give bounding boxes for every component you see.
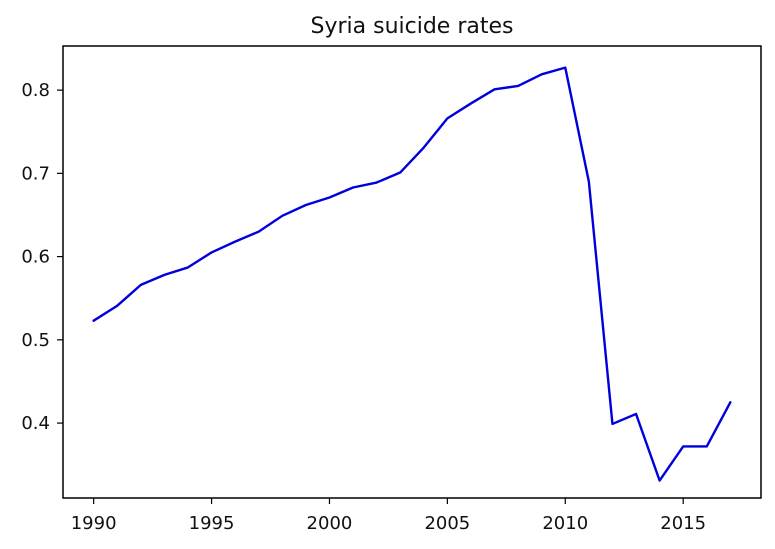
- series-layer: [94, 68, 731, 481]
- x-tick-label: 1990: [71, 513, 117, 534]
- x-axis: 1990 1995 2000 2005 2010 2015: [71, 498, 706, 534]
- y-tick-label: 0.8: [21, 80, 50, 101]
- y-tick-label: 0.7: [21, 163, 50, 184]
- x-tick-label: 2010: [542, 513, 588, 534]
- x-tick-label: 2015: [660, 513, 706, 534]
- y-tick-label: 0.5: [21, 330, 50, 351]
- x-tick-label: 1995: [189, 513, 235, 534]
- x-tick-label: 2000: [307, 513, 353, 534]
- y-tick-label: 0.6: [21, 247, 50, 268]
- chart-title: Syria suicide rates: [311, 14, 514, 39]
- y-tick-label: 0.4: [21, 413, 50, 434]
- series-line-syria: [94, 68, 731, 481]
- x-tick-label: 2005: [424, 513, 470, 534]
- y-axis: 0.4 0.5 0.6 0.7 0.8: [21, 80, 63, 434]
- plot-frame: [63, 46, 761, 498]
